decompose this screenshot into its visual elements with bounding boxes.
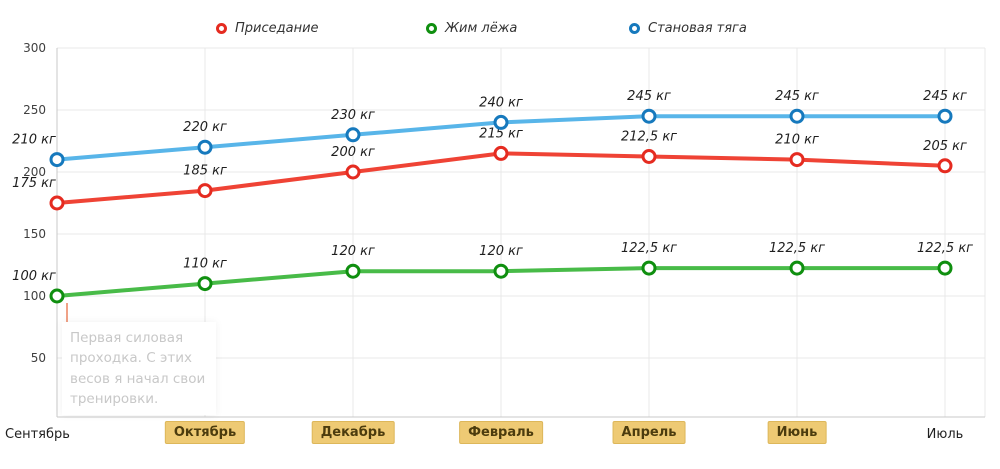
data-point-squat[interactable]	[493, 145, 509, 161]
x-axis-label-3[interactable]: Декабрь	[311, 421, 395, 444]
legend-label-deadlift: Становая тяга	[648, 21, 747, 36]
y-axis-tick-label: 200	[23, 165, 46, 179]
data-point-label: 122,5 кг	[769, 241, 825, 256]
data-point-label: 245 кг	[923, 89, 967, 104]
data-point-deadlift[interactable]	[345, 127, 361, 143]
deadlift-series-marker-icon	[629, 23, 640, 34]
data-point-label: 205 кг	[923, 139, 967, 154]
annotation-note: Первая силовая проходка. С этих весов я …	[62, 322, 216, 415]
data-point-label: 122,5 кг	[917, 241, 973, 256]
data-point-label: 175 кг	[12, 176, 56, 191]
data-point-label: 230 кг	[331, 108, 375, 123]
data-point-label: 245 кг	[775, 89, 819, 104]
data-point-label: 185 кг	[183, 164, 227, 179]
data-point-label: 245 кг	[627, 89, 671, 104]
y-axis-tick-label: 100	[23, 289, 46, 303]
data-point-label: 200 кг	[331, 145, 375, 160]
y-axis-tick-label: 50	[31, 351, 46, 365]
legend-item-squat[interactable]: Приседание	[216, 21, 319, 36]
legend-item-deadlift[interactable]: Становая тяга	[629, 21, 747, 36]
data-point-label: 210 кг	[12, 133, 56, 148]
data-point-label: 240 кг	[479, 95, 523, 110]
data-point-bench-press[interactable]	[789, 260, 805, 276]
data-point-label: 212,5 кг	[621, 130, 677, 145]
data-point-deadlift[interactable]	[641, 108, 657, 124]
data-point-label: 220 кг	[183, 120, 227, 135]
data-point-label: 110 кг	[183, 257, 227, 272]
data-point-bench-press[interactable]	[345, 263, 361, 279]
data-point-label: 120 кг	[331, 244, 375, 259]
data-point-deadlift[interactable]	[493, 114, 509, 130]
data-point-bench-press[interactable]	[937, 260, 953, 276]
x-axis-label-7: Июль	[926, 427, 964, 442]
data-point-label: 122,5 кг	[621, 241, 677, 256]
legend-label-squat: Приседание	[235, 21, 319, 36]
x-axis-label-5[interactable]: Апрель	[612, 421, 686, 444]
y-axis-tick-label: 300	[23, 41, 46, 55]
y-axis-tick-label: 150	[23, 227, 46, 241]
y-axis-tick-label: 250	[23, 103, 46, 117]
data-point-deadlift[interactable]	[789, 108, 805, 124]
data-point-deadlift[interactable]	[49, 152, 65, 168]
data-point-deadlift[interactable]	[937, 108, 953, 124]
data-point-bench-press[interactable]	[493, 263, 509, 279]
data-point-label: 215 кг	[479, 126, 523, 141]
legend-label-bench-press: Жим лёжа	[445, 21, 518, 36]
data-point-bench-press[interactable]	[197, 276, 213, 292]
annotation-connector-line	[66, 303, 68, 333]
data-point-deadlift[interactable]	[197, 139, 213, 155]
x-axis-label-6[interactable]: Июнь	[767, 421, 827, 444]
data-point-label: 210 кг	[775, 133, 819, 148]
data-point-bench-press[interactable]	[641, 260, 657, 276]
data-point-squat[interactable]	[49, 195, 65, 211]
legend-item-bench-press[interactable]: Жим лёжа	[426, 21, 517, 36]
data-point-squat[interactable]	[345, 164, 361, 180]
data-point-label: 120 кг	[479, 244, 523, 259]
data-point-squat[interactable]	[789, 152, 805, 168]
x-axis-label-1: Сентябрь	[5, 427, 70, 442]
data-point-bench-press[interactable]	[49, 288, 65, 304]
data-point-label: 100 кг	[12, 269, 56, 284]
bench-press-series-marker-icon	[426, 23, 437, 34]
data-point-squat[interactable]	[937, 158, 953, 174]
x-axis-label-2[interactable]: Октябрь	[164, 421, 246, 444]
data-point-squat[interactable]	[197, 183, 213, 199]
x-axis-label-4[interactable]: Февраль	[459, 421, 543, 444]
squat-series-marker-icon	[216, 23, 227, 34]
data-point-squat[interactable]	[641, 149, 657, 164]
